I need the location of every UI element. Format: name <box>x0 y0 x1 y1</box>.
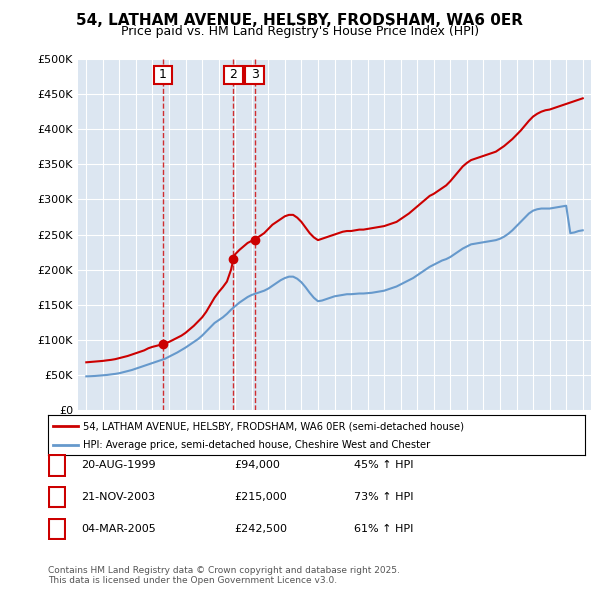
Text: 3: 3 <box>53 525 61 534</box>
FancyBboxPatch shape <box>154 66 172 84</box>
Text: 73% ↑ HPI: 73% ↑ HPI <box>354 492 413 502</box>
Text: 1: 1 <box>53 461 61 470</box>
Text: 20-AUG-1999: 20-AUG-1999 <box>81 460 155 470</box>
FancyBboxPatch shape <box>49 455 65 476</box>
Text: Contains HM Land Registry data © Crown copyright and database right 2025.
This d: Contains HM Land Registry data © Crown c… <box>48 566 400 585</box>
Text: 54, LATHAM AVENUE, HELSBY, FRODSHAM, WA6 0ER (semi-detached house): 54, LATHAM AVENUE, HELSBY, FRODSHAM, WA6… <box>83 421 464 431</box>
Text: £94,000: £94,000 <box>234 460 280 470</box>
Text: £215,000: £215,000 <box>234 492 287 502</box>
Text: 3: 3 <box>251 68 259 81</box>
FancyBboxPatch shape <box>245 66 264 84</box>
Text: 21-NOV-2003: 21-NOV-2003 <box>81 492 155 502</box>
Text: 2: 2 <box>53 493 61 502</box>
Text: 61% ↑ HPI: 61% ↑ HPI <box>354 524 413 533</box>
Text: 54, LATHAM AVENUE, HELSBY, FRODSHAM, WA6 0ER: 54, LATHAM AVENUE, HELSBY, FRODSHAM, WA6… <box>77 13 523 28</box>
Text: 45% ↑ HPI: 45% ↑ HPI <box>354 460 413 470</box>
FancyBboxPatch shape <box>49 519 65 539</box>
Text: £242,500: £242,500 <box>234 524 287 533</box>
FancyBboxPatch shape <box>49 487 65 507</box>
Text: 2: 2 <box>229 68 238 81</box>
Text: Price paid vs. HM Land Registry's House Price Index (HPI): Price paid vs. HM Land Registry's House … <box>121 25 479 38</box>
Text: 1: 1 <box>159 68 167 81</box>
Text: 04-MAR-2005: 04-MAR-2005 <box>81 524 156 533</box>
FancyBboxPatch shape <box>224 66 242 84</box>
Text: HPI: Average price, semi-detached house, Cheshire West and Chester: HPI: Average price, semi-detached house,… <box>83 441 430 450</box>
